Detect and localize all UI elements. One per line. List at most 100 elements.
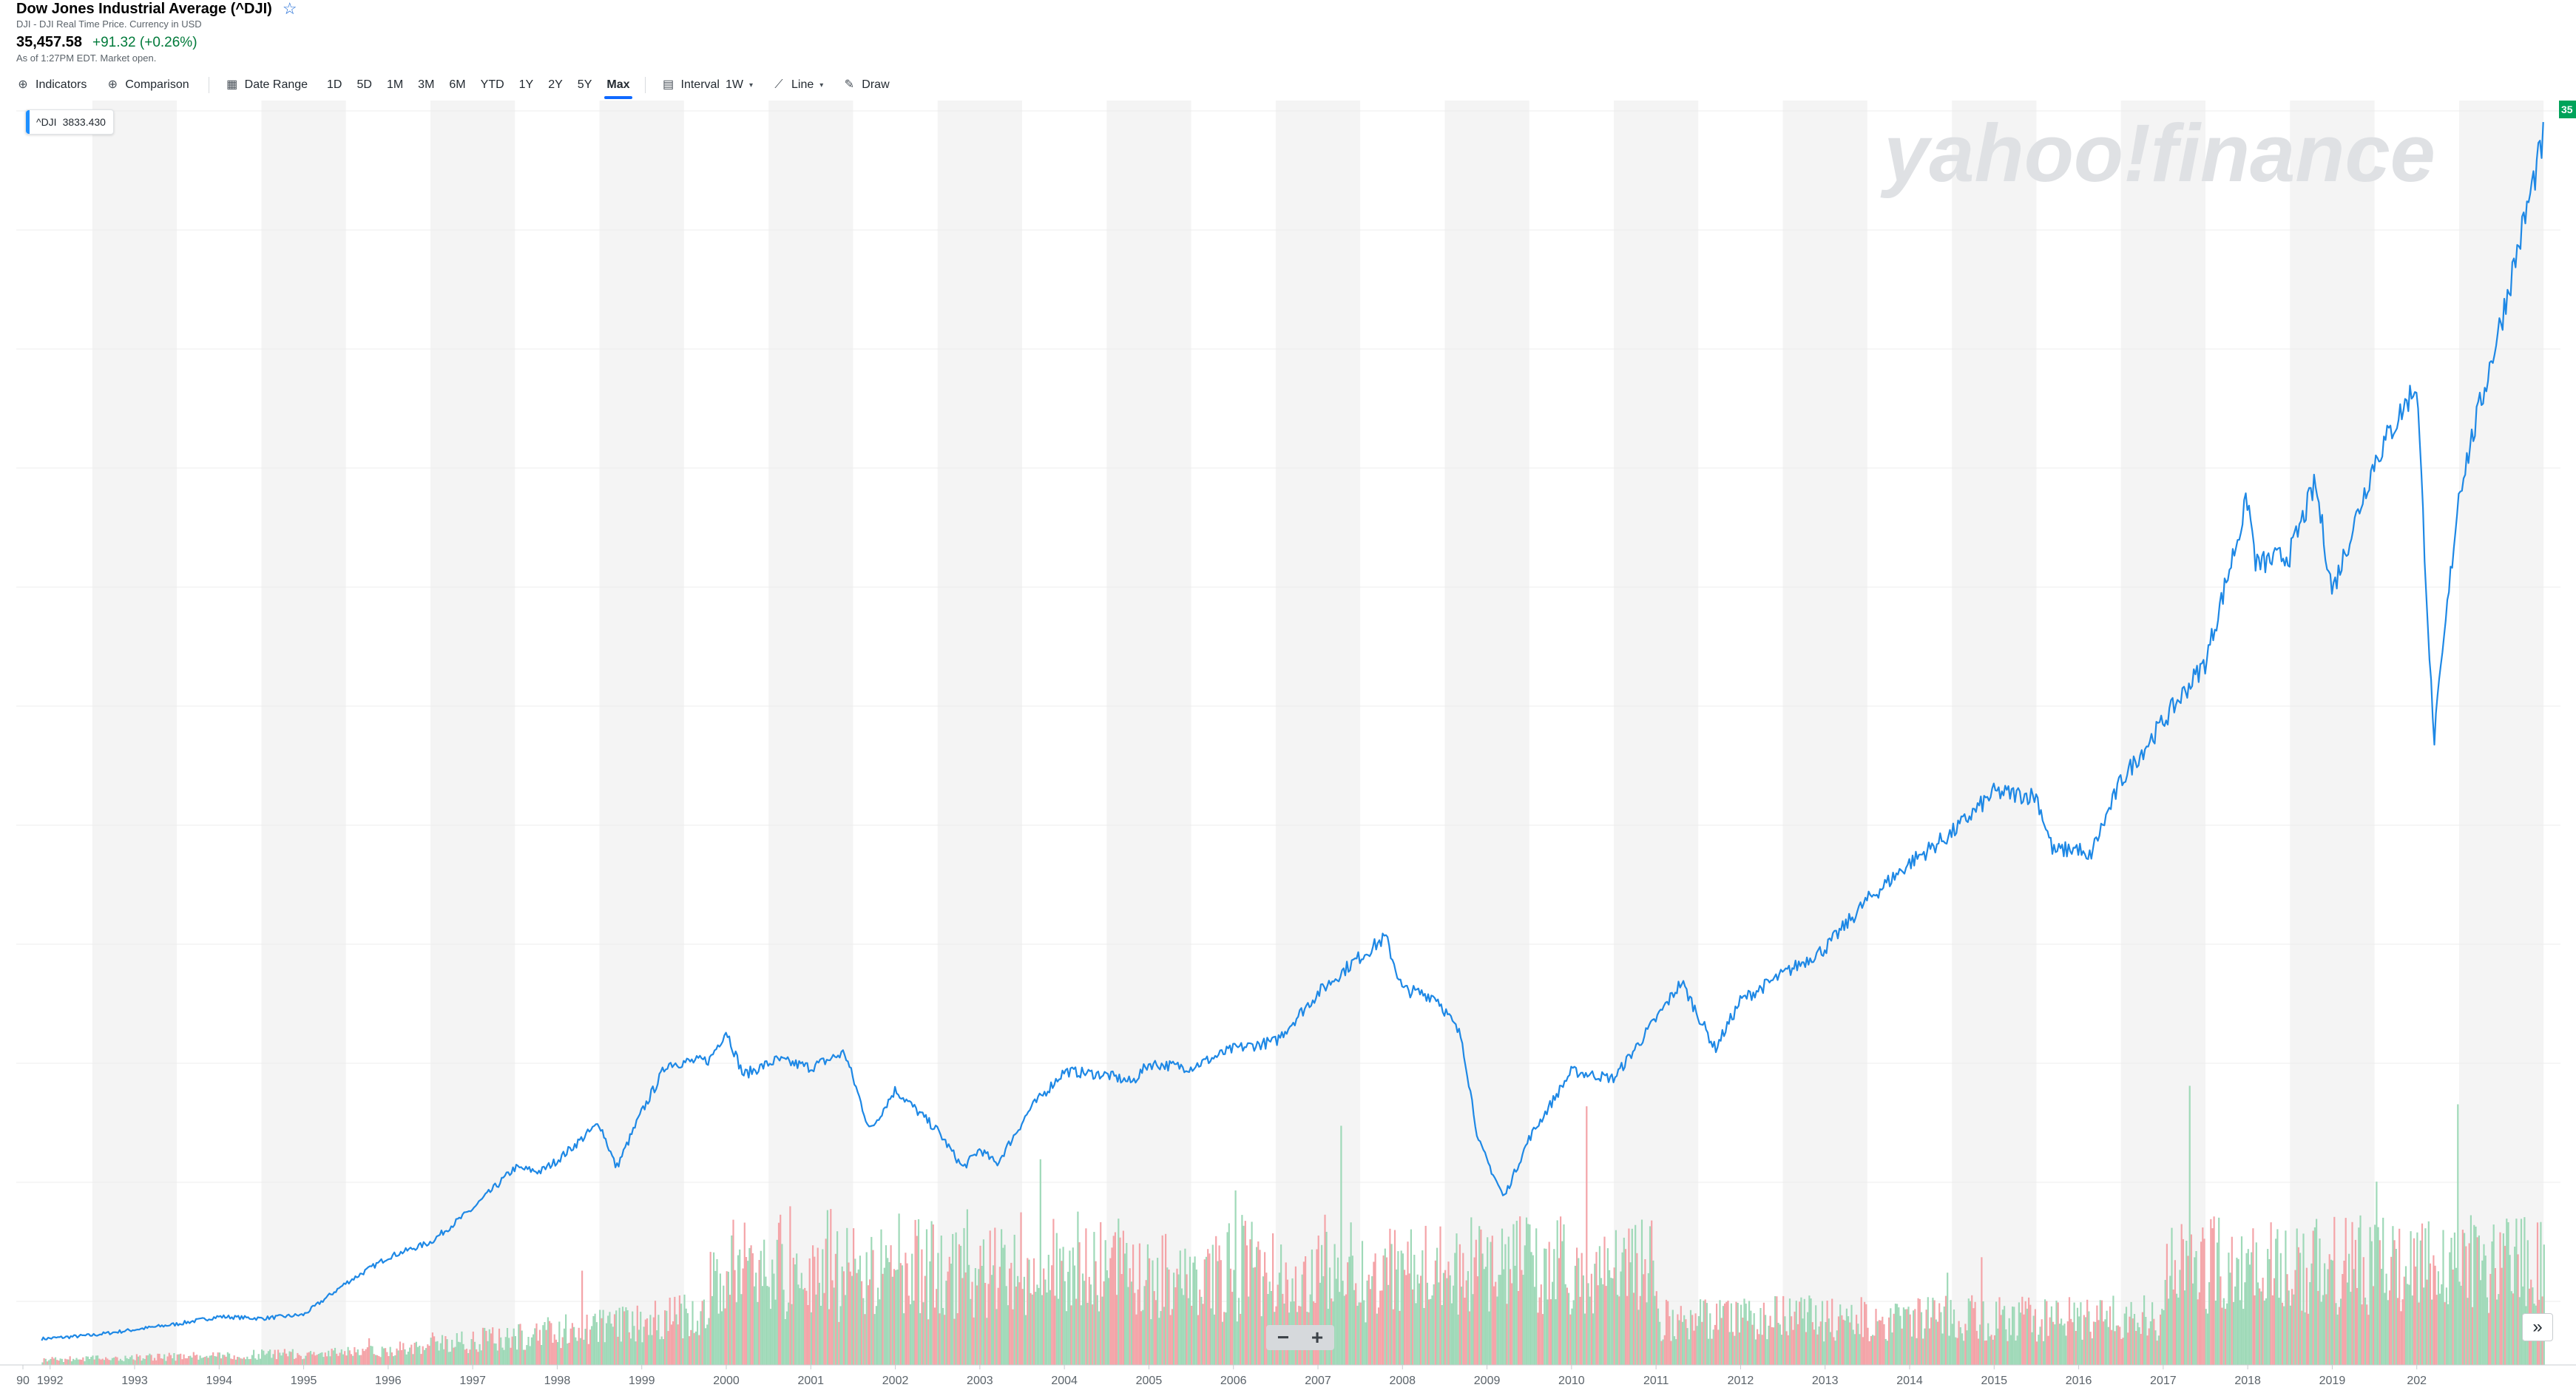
volume-bar	[2415, 1266, 2417, 1365]
range-ytd-button[interactable]: YTD	[480, 78, 504, 91]
volume-bar	[761, 1286, 764, 1365]
comparison-button[interactable]: ⊕ Comparison	[106, 78, 189, 92]
volume-bar	[706, 1324, 709, 1365]
volume-bar	[2148, 1328, 2150, 1365]
volume-bar	[1969, 1301, 1972, 1365]
volume-bar	[446, 1339, 448, 1365]
volume-bar	[1054, 1295, 1056, 1365]
volume-bar	[2005, 1329, 2007, 1365]
volume-bar	[2028, 1297, 2030, 1365]
volume-bar	[541, 1345, 543, 1365]
range-1d-button[interactable]: 1D	[327, 78, 342, 91]
volume-bar	[2444, 1302, 2446, 1365]
volume-bar	[2496, 1299, 2498, 1365]
volume-bar	[2526, 1240, 2529, 1365]
volume-bar	[191, 1358, 193, 1365]
volume-bar	[1116, 1295, 1118, 1365]
volume-bar	[937, 1253, 939, 1365]
volume-bar	[84, 1361, 86, 1365]
volume-bar	[283, 1349, 285, 1365]
volume-bar	[1689, 1309, 1692, 1365]
volume-bar	[1681, 1321, 1684, 1365]
volume-bar	[2467, 1298, 2469, 1365]
volume-bar	[2335, 1303, 2337, 1365]
volume-bar	[1606, 1248, 1609, 1365]
volume-bar	[2109, 1306, 2112, 1365]
indicators-button[interactable]: ⊕ Indicators	[16, 78, 87, 92]
volume-bar	[511, 1336, 513, 1365]
volume-bar	[617, 1336, 619, 1365]
series-legend[interactable]: ^DJI 3833.430	[25, 109, 114, 135]
zoom-out-button[interactable]: −	[1277, 1326, 1290, 1349]
volume-bar	[204, 1357, 206, 1365]
volume-bar	[339, 1352, 341, 1365]
volume-bar	[2267, 1249, 2269, 1365]
volume-bar	[197, 1359, 200, 1365]
draw-button[interactable]: ✎ Draw	[842, 78, 890, 92]
volume-bar	[1932, 1298, 1934, 1365]
volume-bar	[1878, 1320, 1880, 1365]
range-2y-button[interactable]: 2Y	[548, 78, 563, 91]
volume-bar	[552, 1343, 554, 1365]
range-max-button[interactable]: Max	[604, 78, 632, 99]
range-6m-button[interactable]: 6M	[449, 78, 466, 91]
year-band	[1614, 101, 1699, 1365]
volume-bar	[1935, 1319, 1937, 1365]
volume-bar	[1553, 1249, 1555, 1365]
volume-bar	[1356, 1306, 1359, 1365]
comparison-label: Comparison	[125, 78, 189, 91]
volume-bar	[1044, 1279, 1047, 1365]
volume-bar	[2234, 1286, 2237, 1365]
volume-bar	[1788, 1298, 1791, 1365]
range-5d-button[interactable]: 5D	[356, 78, 372, 91]
volume-bar	[2523, 1217, 2526, 1365]
volume-bar	[131, 1355, 133, 1365]
volume-bar	[1845, 1308, 1848, 1365]
volume-bar	[493, 1343, 496, 1365]
volume-bar	[1324, 1214, 1326, 1365]
volume-bar	[2388, 1290, 2391, 1365]
volume-bar	[67, 1359, 70, 1365]
volume-bar	[1259, 1250, 1261, 1365]
range-1m-button[interactable]: 1M	[386, 78, 404, 91]
volume-bar	[2073, 1302, 2075, 1365]
volume-bar	[2275, 1239, 2277, 1365]
x-tick-label: 1997	[459, 1375, 486, 1387]
star-icon[interactable]: ☆	[282, 0, 297, 18]
volume-bar	[2054, 1324, 2056, 1365]
volume-bar	[1220, 1260, 1222, 1365]
volume-bar	[2437, 1271, 2439, 1365]
volume-bar	[2228, 1253, 2230, 1365]
volume-bar	[113, 1358, 115, 1365]
volume-bar	[157, 1353, 159, 1365]
volume-bar	[535, 1323, 538, 1365]
volume-bar	[686, 1313, 689, 1365]
expand-chart-button[interactable]: »	[2522, 1313, 2553, 1341]
volume-bar	[1590, 1273, 1592, 1365]
x-tick-label: 2017	[2150, 1375, 2177, 1387]
date-range-button[interactable]: ▦ Date Range	[226, 78, 308, 92]
chart-type-dropdown[interactable]: ⟋ Line ▾	[772, 78, 823, 92]
volume-bar	[1605, 1286, 1607, 1365]
zoom-in-button[interactable]: +	[1311, 1326, 1324, 1349]
volume-bar	[664, 1310, 666, 1365]
volume-bar	[1104, 1240, 1106, 1365]
volume-bar	[2452, 1270, 2454, 1365]
volume-bar	[305, 1355, 307, 1365]
volume-bar	[882, 1273, 884, 1365]
volume-bar	[1420, 1275, 1422, 1365]
volume-bar	[575, 1337, 577, 1365]
volume-bar	[994, 1227, 996, 1365]
interval-dropdown[interactable]: ▤ Interval 1W ▾	[662, 78, 753, 92]
range-3m-button[interactable]: 3M	[418, 78, 435, 91]
range-5y-button[interactable]: 5Y	[577, 78, 592, 91]
volume-bar	[789, 1206, 791, 1365]
volume-bar	[721, 1311, 723, 1365]
volume-bar	[982, 1239, 984, 1365]
range-1y-button[interactable]: 1Y	[518, 78, 534, 91]
volume-bar	[1075, 1298, 1078, 1365]
volume-bar	[1722, 1306, 1724, 1365]
volume-bar	[1522, 1275, 1524, 1365]
volume-bar	[561, 1337, 564, 1365]
